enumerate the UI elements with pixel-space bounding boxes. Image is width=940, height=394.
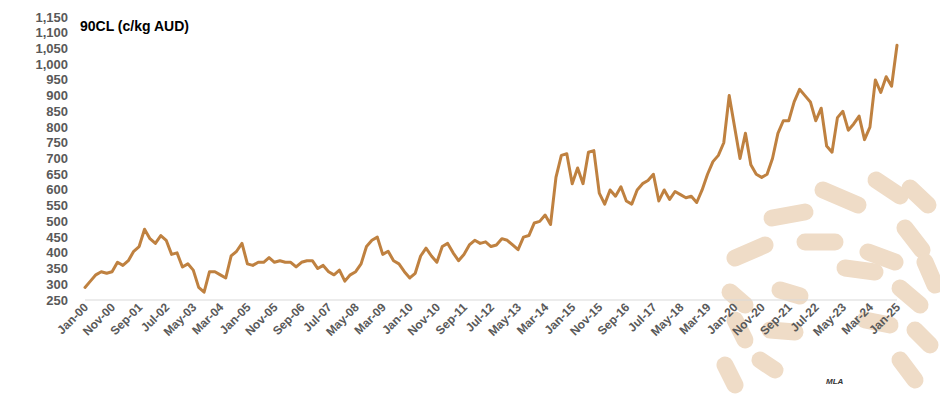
x-tick-label: Sep-01 <box>108 300 146 338</box>
decoration-dash <box>805 234 835 251</box>
decoration-dash <box>780 290 800 296</box>
y-tick-label: 1,100 <box>35 25 68 40</box>
x-tick-label: Jan-25 <box>866 300 903 337</box>
y-tick-label: 450 <box>46 230 68 245</box>
x-axis: Jan-00Nov-00Sep-01Jul-02May-03Mar-04Jan-… <box>54 300 903 339</box>
y-tick-label: 400 <box>46 245 68 260</box>
y-tick-label: 1,000 <box>35 57 68 72</box>
source-note: MLA <box>826 377 844 386</box>
y-axis: 2503003504004505005506006507007508008509… <box>35 10 68 308</box>
y-tick-label: 550 <box>46 198 68 213</box>
y-tick-label: 300 <box>46 277 68 292</box>
x-axis-line <box>85 300 897 301</box>
y-tick-label: 850 <box>46 104 68 119</box>
price-line <box>85 45 897 292</box>
decoration-dash <box>760 360 775 370</box>
decoration-dash <box>925 262 935 285</box>
y-tick-label: 900 <box>46 88 68 103</box>
y-tick-label: 1,050 <box>35 41 68 56</box>
decoration-dash <box>823 190 858 205</box>
decoration-dash <box>900 288 920 305</box>
decoration <box>725 180 935 385</box>
title: 90CL (c/kg AUD) <box>80 18 189 34</box>
y-tick-label: 1,150 <box>35 10 68 25</box>
decoration-dash <box>905 228 922 250</box>
y-tick-label: 950 <box>46 72 68 87</box>
decoration-dash <box>900 360 915 380</box>
decoration-dash <box>845 268 875 272</box>
y-tick-label: 800 <box>46 120 68 135</box>
decoration-dash <box>735 245 765 258</box>
decoration-dash <box>868 252 895 262</box>
decoration-dash <box>910 188 928 205</box>
chart: 90CL (c/kg AUD) 2503003504004505005506006… <box>0 0 940 394</box>
y-tick-label: 700 <box>46 151 68 166</box>
y-tick-label: 500 <box>46 214 68 229</box>
plot-area <box>85 45 897 292</box>
x-tick-label: Sep-06 <box>270 300 308 338</box>
y-tick-label: 350 <box>46 261 68 276</box>
y-tick-label: 600 <box>46 182 68 197</box>
x-tick-label: Sep-21 <box>757 300 795 338</box>
decoration-dash <box>725 365 735 385</box>
decoration-dash <box>876 180 900 196</box>
y-tick-label: 250 <box>46 293 68 308</box>
decoration-dash <box>772 212 805 218</box>
y-tick-label: 750 <box>46 135 68 150</box>
x-tick-label: Sep-16 <box>595 300 633 338</box>
y-tick-label: 650 <box>46 167 68 182</box>
decoration-dash <box>915 330 930 345</box>
x-tick-label: Sep-11 <box>433 300 470 337</box>
